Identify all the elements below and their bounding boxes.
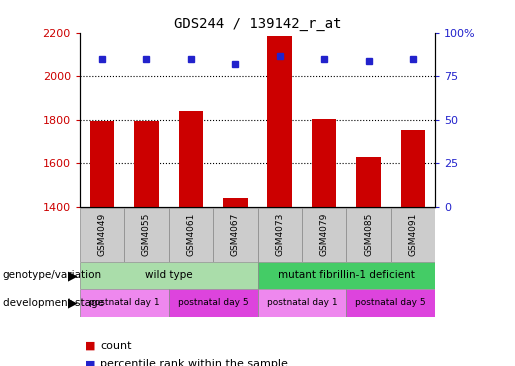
Text: development stage: development stage xyxy=(3,298,104,308)
Bar xyxy=(258,262,435,289)
Text: postnatal day 5: postnatal day 5 xyxy=(178,298,248,307)
Bar xyxy=(312,119,336,207)
Bar xyxy=(169,208,213,262)
Text: genotype/variation: genotype/variation xyxy=(3,270,101,280)
Text: ▶: ▶ xyxy=(67,269,77,282)
Bar xyxy=(179,111,203,207)
Text: count: count xyxy=(100,341,132,351)
Bar xyxy=(169,289,258,317)
Bar xyxy=(356,157,381,207)
Bar xyxy=(258,289,346,317)
Text: GSM4049: GSM4049 xyxy=(97,213,107,256)
Text: postnatal day 5: postnatal day 5 xyxy=(355,298,426,307)
Text: GSM4055: GSM4055 xyxy=(142,213,151,256)
Bar xyxy=(134,121,159,207)
Bar xyxy=(223,198,248,207)
Bar xyxy=(258,208,302,262)
Bar xyxy=(80,289,169,317)
Bar xyxy=(346,289,435,317)
Bar xyxy=(80,262,258,289)
Bar xyxy=(213,208,258,262)
Bar xyxy=(346,208,391,262)
Text: GSM4085: GSM4085 xyxy=(364,213,373,256)
Text: percentile rank within the sample: percentile rank within the sample xyxy=(100,359,288,366)
Bar xyxy=(267,36,292,207)
Text: GSM4091: GSM4091 xyxy=(408,213,418,256)
Text: ■: ■ xyxy=(85,341,95,351)
Text: ▶: ▶ xyxy=(67,296,77,309)
Bar xyxy=(124,208,169,262)
Text: GSM4067: GSM4067 xyxy=(231,213,240,256)
Text: GSM4073: GSM4073 xyxy=(275,213,284,256)
Bar xyxy=(401,130,425,207)
Bar xyxy=(391,208,435,262)
Bar xyxy=(302,208,346,262)
Bar xyxy=(80,208,124,262)
Text: ■: ■ xyxy=(85,359,95,366)
Text: postnatal day 1: postnatal day 1 xyxy=(267,298,337,307)
Text: GSM4079: GSM4079 xyxy=(320,213,329,256)
Text: GSM4061: GSM4061 xyxy=(186,213,195,256)
Text: wild type: wild type xyxy=(145,270,193,280)
Title: GDS244 / 139142_r_at: GDS244 / 139142_r_at xyxy=(174,16,341,30)
Bar xyxy=(90,121,114,207)
Text: mutant fibrillin-1 deficient: mutant fibrillin-1 deficient xyxy=(278,270,415,280)
Text: postnatal day 1: postnatal day 1 xyxy=(89,298,160,307)
